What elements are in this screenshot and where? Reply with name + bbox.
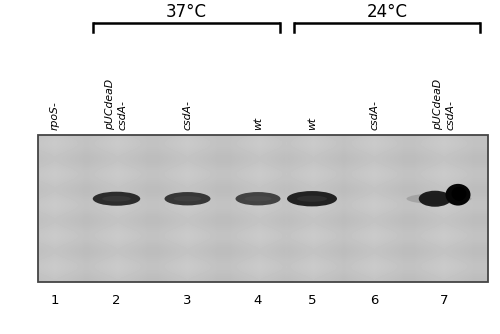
Text: wt: wt <box>307 117 317 130</box>
Ellipse shape <box>244 196 272 201</box>
Text: 24°C: 24°C <box>366 3 407 21</box>
Text: 7: 7 <box>440 294 448 307</box>
Text: csdA-: csdA- <box>182 101 192 130</box>
Text: 6: 6 <box>370 294 378 307</box>
Text: rpoS-: rpoS- <box>50 102 60 130</box>
Text: pUCdeaD: pUCdeaD <box>106 79 116 130</box>
Ellipse shape <box>297 196 327 202</box>
Text: wt: wt <box>253 117 263 130</box>
Bar <box>38 135 488 282</box>
Ellipse shape <box>236 192 281 205</box>
Ellipse shape <box>93 192 140 206</box>
Text: 4: 4 <box>254 294 262 307</box>
Text: csdA-: csdA- <box>118 101 128 130</box>
Ellipse shape <box>419 191 451 207</box>
Text: 5: 5 <box>308 294 316 307</box>
Text: csdA-: csdA- <box>370 101 380 130</box>
Text: csdA-: csdA- <box>445 101 455 130</box>
Ellipse shape <box>174 196 202 201</box>
Text: 3: 3 <box>183 294 192 307</box>
Text: 1: 1 <box>51 294 60 307</box>
Ellipse shape <box>452 187 466 201</box>
Ellipse shape <box>102 196 131 201</box>
Ellipse shape <box>287 191 337 206</box>
Text: pUCdeaD: pUCdeaD <box>433 79 443 130</box>
Ellipse shape <box>446 184 470 205</box>
Text: 2: 2 <box>112 294 121 307</box>
Text: 37°C: 37°C <box>166 3 207 21</box>
Ellipse shape <box>164 192 210 205</box>
Ellipse shape <box>406 193 472 204</box>
